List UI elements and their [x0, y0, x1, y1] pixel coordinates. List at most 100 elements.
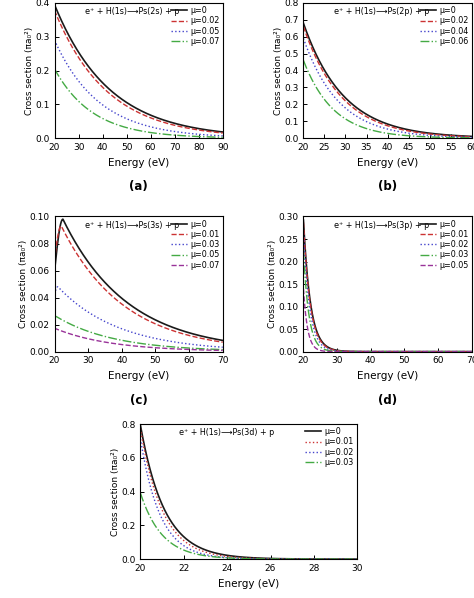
- μ=0.05: [398, 348, 404, 355]
- μ=0.05: [428, 348, 434, 355]
- μ=0: [302, 556, 308, 563]
- μ=0: [446, 348, 451, 355]
- μ=0.01: [301, 219, 306, 226]
- μ=0: [197, 332, 202, 339]
- μ=0.05: [154, 342, 160, 349]
- Text: e⁺ + H(1s)⟶Ps(3p) + p: e⁺ + H(1s)⟶Ps(3p) + p: [334, 221, 429, 230]
- μ=0.03: [220, 344, 226, 351]
- μ=0.07: [159, 344, 164, 352]
- μ=0.06: [311, 80, 317, 87]
- μ=0.03: [180, 340, 185, 347]
- Line: μ=0: μ=0: [55, 5, 223, 132]
- μ=0: [324, 556, 330, 563]
- μ=0.03: [62, 291, 68, 298]
- μ=0: [154, 317, 160, 324]
- Text: e⁺ + H(1s)⟶Ps(2p) + p: e⁺ + H(1s)⟶Ps(2p) + p: [334, 7, 429, 16]
- X-axis label: Energy (eV): Energy (eV): [108, 157, 169, 167]
- μ=0: [469, 348, 474, 355]
- μ=0.07: [154, 344, 160, 352]
- μ=0: [264, 555, 269, 562]
- Line: μ=0.01: μ=0.01: [55, 226, 223, 342]
- μ=0.03: [469, 348, 474, 355]
- μ=0.05: [180, 344, 185, 351]
- μ=0.02: [151, 494, 156, 501]
- μ=0.04: [446, 133, 451, 140]
- μ=0: [154, 114, 159, 121]
- μ=0.02: [311, 325, 317, 332]
- Y-axis label: Cross section (πa₀²): Cross section (πa₀²): [25, 26, 34, 115]
- μ=0.01: [62, 230, 68, 237]
- μ=0.04: [408, 130, 413, 137]
- μ=0.01: [276, 556, 282, 563]
- μ=0.01: [469, 348, 474, 355]
- Y-axis label: Cross section (πa₀²): Cross section (πa₀²): [274, 26, 283, 115]
- Line: μ=0.03: μ=0.03: [303, 251, 472, 352]
- μ=0.02: [398, 126, 404, 133]
- μ=0.05: [54, 313, 59, 320]
- μ=0.01: [52, 257, 57, 264]
- μ=0.02: [269, 556, 275, 563]
- μ=0.07: [52, 65, 57, 72]
- μ=0.07: [149, 129, 155, 136]
- μ=0.04: [428, 132, 434, 139]
- μ=0.02: [62, 30, 68, 37]
- μ=0.05: [159, 126, 164, 133]
- μ=0.03: [324, 556, 330, 563]
- μ=0.07: [154, 130, 159, 137]
- μ=0.01: [58, 222, 64, 230]
- μ=0.07: [150, 344, 155, 351]
- Line: μ=0.07: μ=0.07: [55, 69, 223, 138]
- μ=0.01: [398, 348, 404, 355]
- Text: (d): (d): [378, 393, 397, 407]
- μ=0.01: [311, 319, 317, 327]
- μ=0.03: [428, 348, 434, 355]
- μ=0: [269, 555, 275, 562]
- μ=0: [220, 129, 226, 136]
- μ=0.03: [276, 556, 282, 563]
- μ=0.06: [408, 132, 413, 139]
- Legend: μ=0, μ=0.01, μ=0.02, μ=0.03: μ=0, μ=0.01, μ=0.02, μ=0.03: [305, 426, 355, 468]
- μ=0: [408, 348, 413, 355]
- μ=0.03: [403, 348, 409, 355]
- μ=0.01: [355, 556, 360, 563]
- μ=0.02: [311, 50, 317, 57]
- μ=0.02: [154, 117, 159, 124]
- μ=0.03: [408, 348, 413, 355]
- μ=0.02: [446, 132, 451, 139]
- μ=0: [428, 130, 434, 137]
- μ=0.05: [154, 124, 159, 132]
- μ=0.01: [403, 348, 409, 355]
- μ=0.01: [137, 425, 143, 432]
- μ=0.03: [446, 348, 451, 355]
- μ=0: [311, 46, 317, 53]
- μ=0.01: [150, 319, 155, 326]
- μ=0.05: [301, 285, 306, 292]
- μ=0.05: [446, 348, 451, 355]
- μ=0.02: [220, 129, 226, 136]
- Line: μ=0: μ=0: [140, 425, 357, 559]
- μ=0.05: [197, 345, 202, 352]
- μ=0.05: [149, 124, 155, 131]
- μ=0.04: [403, 129, 409, 136]
- μ=0.01: [220, 338, 226, 346]
- μ=0: [197, 125, 202, 132]
- μ=0.02: [469, 348, 474, 355]
- μ=0: [428, 348, 434, 355]
- μ=0: [403, 126, 409, 133]
- μ=0.05: [469, 348, 474, 355]
- μ=0.01: [264, 555, 269, 562]
- μ=0.05: [220, 132, 226, 139]
- μ=0.02: [302, 556, 308, 563]
- μ=0.05: [62, 57, 68, 64]
- μ=0.06: [301, 57, 306, 64]
- μ=0.06: [469, 134, 474, 141]
- μ=0: [408, 127, 413, 134]
- μ=0: [150, 315, 155, 322]
- X-axis label: Energy (eV): Energy (eV): [357, 157, 418, 167]
- Line: μ=0.02: μ=0.02: [303, 27, 472, 137]
- Text: (b): (b): [378, 180, 397, 193]
- μ=0.05: [150, 341, 155, 349]
- μ=0.05: [197, 131, 202, 138]
- μ=0: [398, 348, 404, 355]
- μ=0: [52, 1, 57, 8]
